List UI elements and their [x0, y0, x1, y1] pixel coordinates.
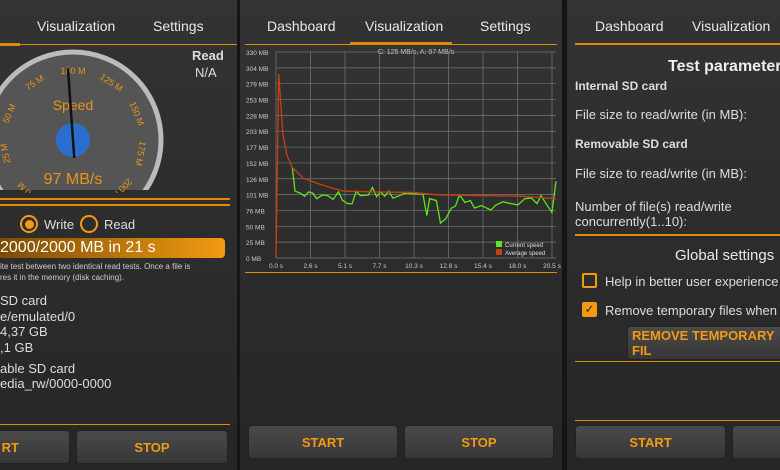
internal-sd-label: Internal SD card: [575, 79, 668, 93]
start-button[interactable]: RT: [0, 430, 70, 464]
x-tick-label: 2.6 s: [303, 263, 318, 270]
y-tick-label: 304 MB: [246, 66, 268, 73]
removable-sd-label: Removable SD card: [575, 137, 688, 151]
start-button[interactable]: START: [248, 425, 398, 459]
chart-title: C: 125 MB/s, A: 97 MB/s: [378, 49, 455, 56]
y-tick-label: 25 MB: [246, 240, 265, 247]
y-tick-label: 152 MB: [246, 161, 268, 168]
x-tick-label: 12.8 s: [440, 263, 458, 270]
gauge-tick-label: 175 M: [133, 140, 148, 166]
x-tick-label: 15.4 s: [474, 263, 492, 270]
remove-temp-files-button[interactable]: REMOVE TEMPORARY FIL: [627, 326, 780, 360]
y-tick-label: 253 MB: [246, 98, 268, 105]
stop-button[interactable]: [732, 425, 780, 459]
note-line: ite test between two identical read test…: [0, 262, 191, 271]
x-tick-label: 0.0 s: [269, 263, 284, 270]
gauge-dial: [0, 49, 164, 193]
x-tick-label: 10.3 s: [405, 263, 423, 270]
divider: [575, 234, 780, 236]
concurrent-label: concurrently(1..10):: [575, 214, 687, 229]
x-tick-label: 18.0 s: [509, 263, 527, 270]
radio-selected-icon: [20, 215, 38, 233]
divider: [575, 420, 780, 421]
divider: [0, 424, 230, 425]
series-line-average: [275, 73, 557, 259]
tab-visualization[interactable]: Visualization: [365, 18, 444, 34]
storage-info: 4,37 GB: [0, 324, 48, 339]
radio-write-label: Write: [44, 216, 75, 232]
active-tab-indicator: [350, 42, 452, 45]
gauge-base: [0, 190, 170, 193]
divider: [0, 204, 230, 206]
global-settings-title: Global settings: [675, 247, 775, 264]
y-tick-label: 228 MB: [246, 113, 268, 120]
x-tick-label: 5.1 s: [338, 263, 353, 270]
radio-read[interactable]: Read: [80, 215, 135, 233]
stop-button[interactable]: STOP: [76, 430, 228, 464]
legend-label: Average speed: [505, 251, 545, 257]
tab-visualization[interactable]: Visualization: [37, 18, 116, 34]
file-size-label: File size to read/write (in MB):: [575, 166, 747, 181]
divider: [245, 44, 557, 45]
storage-info: ,1 GB: [0, 340, 34, 355]
settings-screen: Dashboard Visualization Test parameter I…: [567, 0, 780, 470]
divider: [0, 198, 230, 200]
y-tick-label: 203 MB: [246, 129, 268, 136]
legend-swatch: [496, 241, 502, 247]
y-tick-label: 101 MB: [246, 193, 268, 200]
section-title: Test parameter: [668, 58, 780, 75]
radio-write[interactable]: Write: [20, 215, 74, 233]
storage-info: SD card: [0, 293, 47, 308]
start-button[interactable]: START: [575, 425, 726, 459]
progress-bar: 2000/2000 MB in 21 s: [0, 238, 225, 258]
storage-info: edia_rw/0000-0000: [0, 376, 112, 391]
divider: [575, 361, 780, 362]
storage-info: able SD card: [0, 361, 76, 376]
dashboard-screen: Visualization Settings 0 M 25 M 50 M 75 M 10…: [0, 0, 237, 470]
y-tick-label: 50 MB: [246, 224, 265, 231]
remove-temp-checkbox[interactable]: ✓: [582, 302, 597, 317]
gauge-label: Speed: [53, 97, 93, 113]
y-tick-label: 126 MB: [246, 177, 268, 184]
legend-label: Current speed: [505, 243, 543, 249]
tab-settings[interactable]: Settings: [153, 18, 204, 34]
gauge-value: 97 MB/s: [44, 171, 103, 188]
remove-temp-label: Remove temporary files when th: [605, 303, 780, 318]
x-tick-label: 7.7 s: [372, 263, 387, 270]
y-tick-label: 279 MB: [246, 82, 268, 89]
gauge-tick-label: 100 M: [60, 66, 85, 76]
series-line-current: [291, 167, 557, 225]
y-tick-label: 177 MB: [246, 145, 268, 152]
divider: [0, 44, 237, 45]
help-checkbox[interactable]: [582, 273, 597, 288]
gauge-needle: [66, 68, 76, 159]
y-tick-label: 76 MB: [246, 208, 265, 215]
concurrent-label: Number of file(s) read/write: [575, 199, 732, 214]
x-tick-label: 20.5 s: [543, 263, 561, 270]
legend-swatch: [496, 249, 502, 255]
file-size-label: File size to read/write (in MB):: [575, 107, 747, 122]
read-label: Read: [192, 48, 224, 63]
gauge-tick-label: 25 M: [0, 143, 12, 165]
stop-button[interactable]: STOP: [404, 425, 554, 459]
help-label: Help in better user experience: [605, 274, 779, 289]
divider: [245, 272, 557, 273]
radio-read-label: Read: [104, 216, 136, 232]
tab-visualization[interactable]: Visualization: [692, 18, 771, 34]
y-tick-label: 330 MB: [246, 50, 268, 57]
tab-settings[interactable]: Settings: [480, 18, 531, 34]
visualization-screen: Dashboard Visualization Settings C: 125 …: [240, 0, 562, 470]
read-value: N/A: [195, 65, 217, 80]
tab-dashboard[interactable]: Dashboard: [267, 18, 336, 34]
storage-info: e/emulated/0: [0, 309, 76, 324]
speed-chart: C: 125 MB/s, A: 97 MB/s 0 MB 25 MB 50 MB 76 …: [246, 49, 562, 270]
tab-dashboard[interactable]: Dashboard: [595, 18, 664, 34]
radio-unselected-icon: [80, 215, 98, 233]
note-line: res it in the memory (disk caching).: [0, 273, 125, 282]
divider: [575, 43, 780, 45]
y-tick-label: 0 MB: [246, 256, 261, 263]
